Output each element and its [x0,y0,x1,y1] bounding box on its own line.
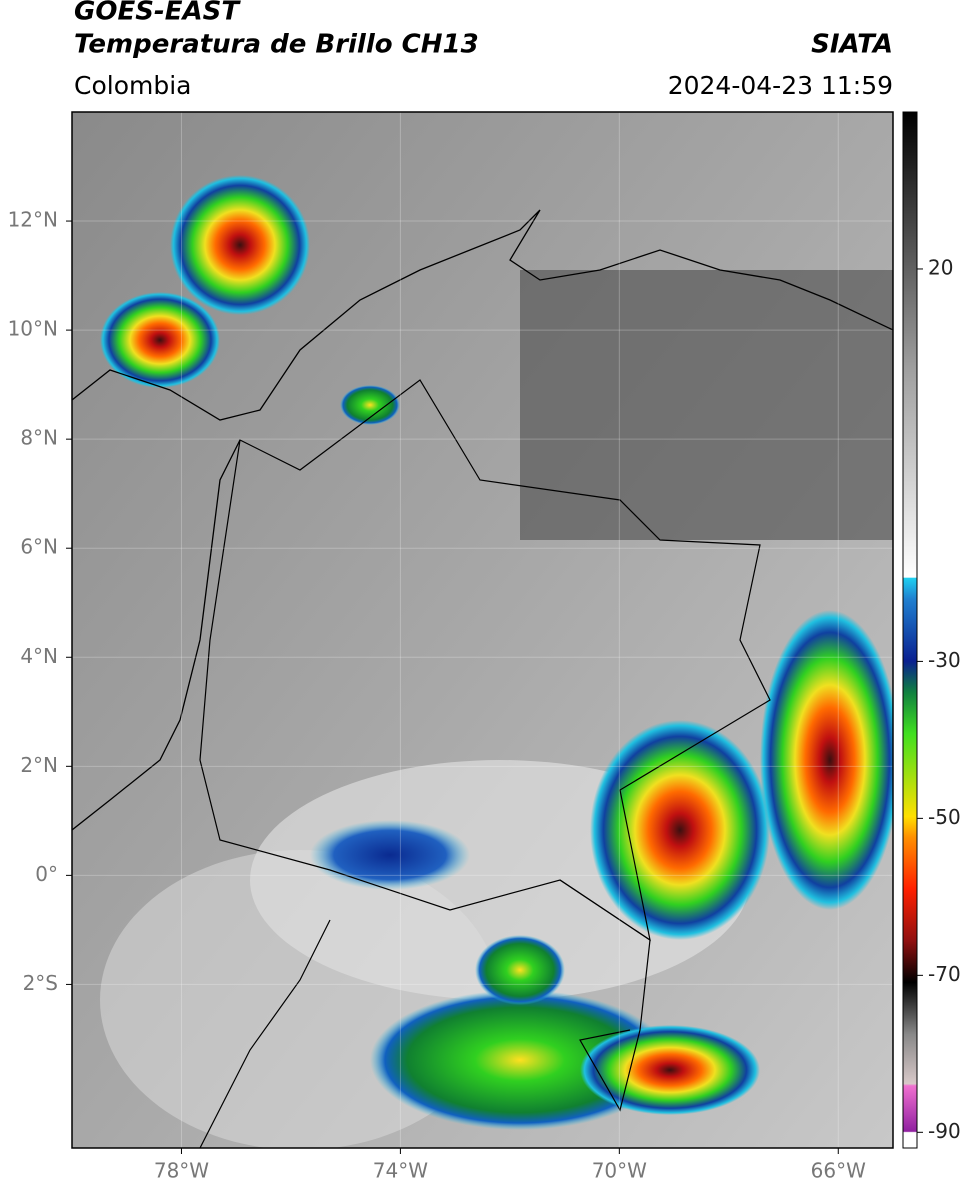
y-tick-label: 2°S [23,971,58,995]
storm [170,175,310,315]
storm [100,292,220,388]
colorbar-label: -30 [928,648,961,672]
y-tick-label: 0° [35,862,58,886]
coastline [72,439,241,831]
imagery [72,112,893,1148]
storm [340,385,400,425]
region: Colombia [74,71,191,100]
colorbar-label: -70 [928,962,961,986]
y-tick-label: 8°N [20,426,58,450]
storm [310,820,470,890]
coastline [72,209,893,421]
x-tick-label: 66°W [811,1159,866,1183]
border [199,379,771,942]
colorbar-label: 20 [928,255,953,279]
dark-region [520,270,893,540]
grid [72,112,893,1148]
border [199,879,651,1148]
subtitle: Temperatura de Brillo CH13 [74,30,479,60]
x-tick-label: 78°W [154,1159,209,1183]
title: GOES-EAST [74,0,241,27]
y-tick-label: 10°N [8,317,58,341]
colorbar-label: -50 [928,805,961,829]
source: SIATA [811,30,893,60]
colorbar [902,111,918,1149]
y-tick-label: 2°N [20,753,58,777]
datetime: 2024-04-23 11:59 [668,71,893,100]
x-tick-label: 74°W [373,1159,428,1183]
storm [590,720,770,940]
storm [580,1025,760,1115]
storm [475,935,565,1005]
map-frame [71,111,894,1149]
storm [760,610,893,910]
y-tick-label: 4°N [20,644,58,668]
y-tick-label: 6°N [20,535,58,559]
colorbar-label: -90 [928,1119,961,1143]
x-tick-label: 70°W [592,1159,647,1183]
y-tick-label: 12°N [8,208,58,232]
storm [370,990,670,1130]
